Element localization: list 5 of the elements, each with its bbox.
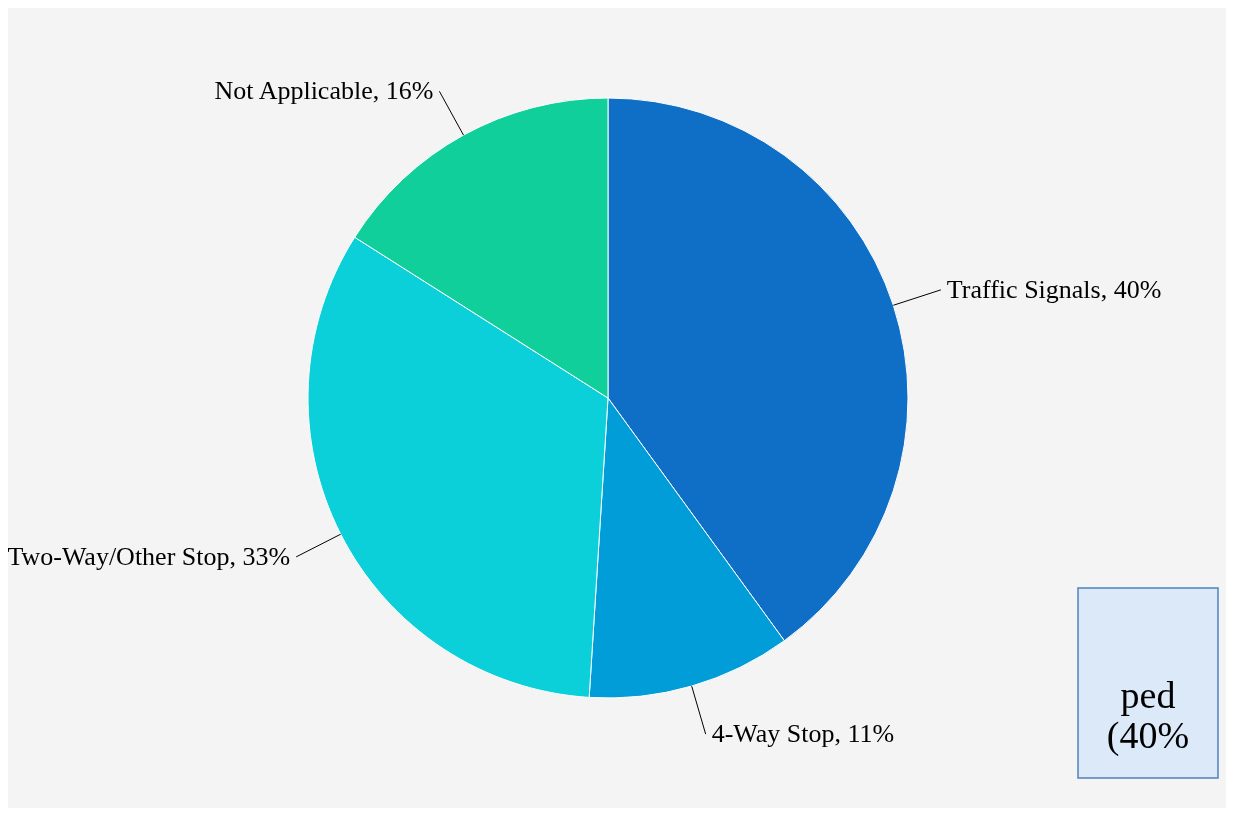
slice-label: Not Applicable, 16% <box>214 76 434 106</box>
slice-label: Two-Way/Other Stop, 33% <box>7 541 291 571</box>
text: ped <box>1120 674 1176 716</box>
slice-label: 4-Way Stop, 11% <box>711 719 895 749</box>
slice-label: Traffic Signals, 40% <box>946 274 1162 304</box>
